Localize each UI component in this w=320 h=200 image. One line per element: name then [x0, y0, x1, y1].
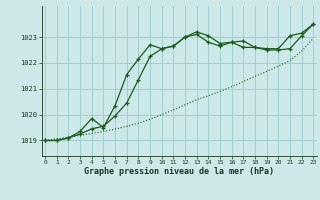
X-axis label: Graphe pression niveau de la mer (hPa): Graphe pression niveau de la mer (hPa): [84, 167, 274, 176]
